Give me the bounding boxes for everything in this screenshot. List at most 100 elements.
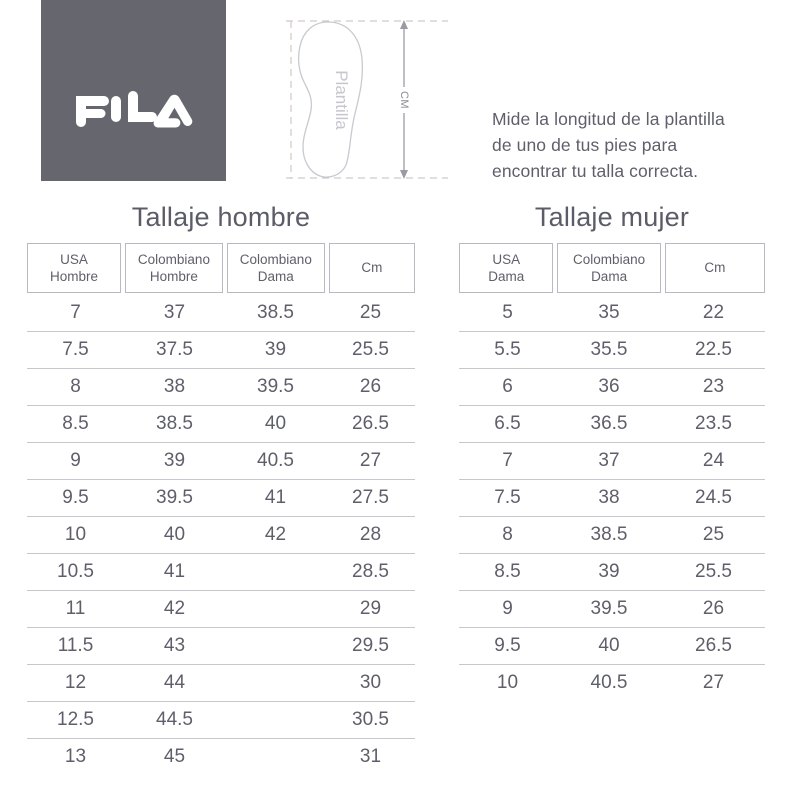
women-cell-r1-c2: 22.5 [695, 339, 732, 360]
men-cell-r3-c1: 38.5 [156, 413, 193, 434]
header-area: Plantilla CM Mide la longitud de la plan… [0, 0, 800, 200]
women-header-cell-1-line1: Colombiano [573, 251, 646, 267]
women-header-cell-2-line1: Cm [704, 260, 726, 275]
men-cell-r6-c1: 40 [163, 524, 186, 545]
table-row: 11.5 43 29.5 [27, 628, 415, 665]
insole-outline [297, 21, 364, 178]
men-table-title: Tallaje hombre [131, 202, 311, 232]
women-cell-r10-c2: 27 [702, 672, 725, 693]
women-cell-r3-c1: 36.5 [590, 413, 628, 434]
table-row: 7 37 24 [459, 443, 765, 480]
women-header-cell-1-line2: Dama [591, 268, 628, 284]
men-cell-r5-c1: 39.5 [156, 487, 193, 508]
table-row: 12 44 30 [27, 665, 415, 702]
table-row: 9.5 39.5 41 27.5 [27, 480, 415, 517]
women-cell-r5-c1: 38 [598, 487, 620, 508]
men-cell-r10-c1: 44 [163, 672, 186, 693]
women-cell-r10-c0: 10 [496, 672, 519, 693]
men-cell-r3-c3: 26.5 [352, 413, 389, 434]
women-cell-r5-c0: 7.5 [494, 487, 521, 508]
men-header-cell-0-line1: USA [60, 251, 88, 267]
table-row: 9 39.5 26 [459, 591, 765, 628]
table-row: 9 39 40.5 27 [27, 443, 415, 480]
women-header-cell-0-line2: Dama [488, 268, 525, 284]
instruction-line-1: Mide la longitud de la plantilla [492, 109, 725, 129]
men-cell-r6-c2: 42 [264, 524, 287, 545]
men-cell-r11-c0: 12.5 [57, 709, 94, 730]
men-table-body: 7 37 38.5 25 7.5 37.5 39 25.5 8 38 39.5 26 8.5 38.5 40… [27, 295, 415, 775]
men-cell-r11-c1: 44.5 [156, 709, 193, 730]
measure-arrow-up [400, 20, 408, 29]
women-cell-r5-c2: 24.5 [695, 487, 732, 508]
men-cell-r5-c0: 9.5 [62, 487, 89, 508]
men-header-cell-2-line1: Colombiano [239, 251, 312, 267]
women-cell-r7-c0: 8.5 [494, 561, 521, 582]
men-cell-r2-c0: 8 [70, 376, 81, 397]
men-cell-r10-c3: 30 [359, 672, 382, 693]
men-cell-r5-c2: 41 [264, 487, 287, 508]
fila-logo-icon [41, 88, 226, 128]
women-cell-r6-c0: 8 [502, 524, 513, 545]
women-cell-r6-c2: 25 [702, 524, 725, 545]
instruction-text: Mide la longitud de la plantilla de uno … [492, 106, 787, 184]
cm-label-text: CM [398, 91, 410, 109]
men-header-cell-1-line1: Colombiano [137, 251, 210, 267]
men-header-cell-2: Colombiano Dama [226, 243, 325, 293]
table-row: 8.5 38.5 40 26.5 [27, 406, 415, 443]
men-cell-r9-c2 [225, 628, 326, 664]
table-row: 9.5 40 26.5 [459, 628, 765, 665]
men-cell-r2-c2: 39.5 [257, 376, 294, 397]
men-cell-r8-c0: 11 [65, 598, 86, 619]
table-row: 11 42 29 [27, 591, 415, 628]
men-cell-r9-c0: 11.5 [57, 635, 94, 656]
women-cell-r2-c2: 23 [702, 376, 725, 397]
women-header-cell-0-line1: USA [492, 251, 521, 267]
men-cell-r1-c1: 37.5 [156, 339, 193, 360]
men-cell-r12-c1: 45 [163, 746, 186, 767]
women-cell-r3-c2: 23.5 [695, 413, 732, 434]
men-cell-r0-c1: 37 [163, 302, 186, 323]
women-cell-r4-c2: 24 [702, 450, 725, 471]
insole-label-text: Plantilla [332, 70, 351, 130]
men-cell-r3-c0: 8.5 [62, 413, 89, 434]
men-cell-r4-c0: 9 [70, 450, 81, 471]
men-cell-r6-c3: 28 [359, 524, 382, 545]
men-cell-r6-c0: 10 [64, 524, 87, 545]
women-header-cell-0: USA Dama [459, 243, 554, 293]
women-cell-r0-c0: 5 [502, 302, 513, 323]
men-cell-r11-c2 [225, 702, 326, 738]
men-cell-r8-c2 [225, 591, 326, 627]
table-row: 10.5 41 28.5 [27, 554, 415, 591]
men-header-cell-1-line2: Hombre [149, 268, 198, 284]
table-row: 12.5 44.5 30.5 [27, 702, 415, 739]
women-cell-r7-c1: 39 [598, 561, 620, 582]
men-cell-r9-c1: 43 [163, 635, 186, 656]
table-row: 5 35 22 [459, 295, 765, 332]
women-cell-r4-c0: 7 [502, 450, 513, 471]
women-cell-r6-c1: 38.5 [590, 524, 628, 545]
men-cell-r4-c3: 27 [359, 450, 382, 471]
men-table-header-row: USA Hombre Colombiano Hombre Colombiano Dama C… [27, 243, 416, 293]
men-cell-r10-c0: 12 [64, 672, 87, 693]
women-cell-r9-c0: 9.5 [494, 635, 521, 656]
insole-measurement-diagram: Plantilla CM [280, 4, 455, 194]
women-table-header-row: USA Dama Colombiano Dama Cm [459, 243, 765, 293]
women-cell-r9-c2: 26.5 [695, 635, 732, 656]
men-header-cell-1: Colombiano Hombre [125, 243, 223, 293]
men-cell-r0-c0: 7 [70, 302, 81, 323]
table-row: 10 40.5 27 [459, 665, 765, 701]
men-header-cell-2-line2: Dama [257, 268, 294, 284]
men-cell-r7-c2 [225, 554, 326, 590]
men-header-cell-0: USA Hombre [27, 243, 121, 293]
table-row: 8.5 39 25.5 [459, 554, 765, 591]
table-row: 7 37 38.5 25 [27, 295, 415, 332]
table-row: 6.5 36.5 23.5 [459, 406, 765, 443]
table-row: 7.5 38 24.5 [459, 480, 765, 517]
women-cell-r2-c0: 6 [502, 376, 513, 397]
men-cell-r1-c2: 39 [264, 339, 287, 360]
men-cell-r8-c3: 29 [359, 598, 382, 619]
table-row: 10 40 42 28 [27, 517, 415, 554]
women-cell-r1-c0: 5.5 [494, 339, 521, 360]
table-row: 7.5 37.5 39 25.5 [27, 332, 415, 369]
men-cell-r7-c1: 41 [163, 561, 186, 582]
